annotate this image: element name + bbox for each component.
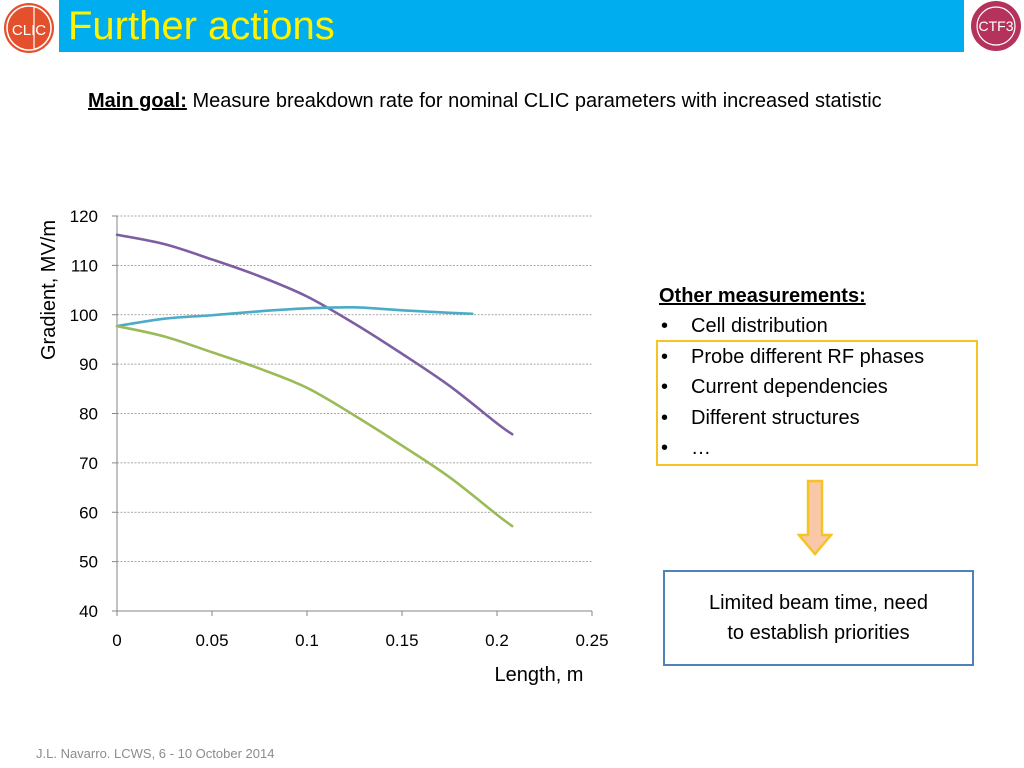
y-tick-label: 80 [79,405,98,424]
x-tick-label: 0.2 [485,631,509,650]
y-tick-label: 70 [79,454,98,473]
list-item: • Cell distribution [659,311,989,342]
y-tick-label: 50 [79,553,98,572]
chart-ticks: 40 50 60 70 80 90 100 110 120 0 0.05 0.1 0.15 0.2 0.25 [70,207,609,650]
other-measurements-heading: Other measurements: [659,285,866,307]
title-bar: Further actions [59,0,964,52]
y-tick-label: 60 [79,503,98,522]
main-goal-label: Main goal: [88,90,187,112]
other-measurements-list: • Cell distribution • Probe different RF p… [659,311,989,464]
y-tick-label: 40 [79,602,98,621]
clic-logo-text: CLIC [12,22,46,39]
bullet: • [661,345,669,368]
chart-grid [117,215,592,563]
y-tick-label: 110 [71,256,98,275]
down-arrow-icon [797,479,833,556]
list-item: •… [659,433,989,464]
list-item: • Probe different RF phases [659,342,989,373]
y-tick-label: 90 [79,355,98,374]
list-item: • Different structures [659,403,989,434]
main-goal-text: Measure breakdown rate for nominal CLIC … [192,90,882,112]
limited-beam-time-box: Limited beam time, need to establish pri… [663,570,974,666]
ctf3-logo: CTF3 [971,1,1021,51]
footer-citation: J.L. Navarro. LCWS, 6 - 10 October 2014 [36,746,275,761]
x-tick-label: 0.1 [295,631,319,650]
series-line-2 [115,305,474,328]
other-measurements-box [656,340,978,466]
x-tick-label: 0.25 [575,631,608,650]
x-axis-label: Length, m [495,664,584,686]
x-tick-label: 0.15 [385,631,418,650]
x-tick-label: 0 [112,631,121,650]
bullet: • [661,315,669,337]
main-goal: Main goal: Measure breakdown rate for no… [88,86,948,116]
series-line-3 [115,324,514,528]
y-tick-label: 100 [70,306,98,325]
ctf3-logo-text: CTF3 [979,18,1014,34]
bullet: • [661,437,669,460]
bullet: • [661,406,669,429]
list-item: • Current dependencies [659,372,989,403]
bullet: • [661,376,669,399]
series-line-1 [115,233,514,436]
limited-line-1: Limited beam time, need [708,592,928,614]
y-axis-label: Gradient, MV/m [38,220,60,360]
chart-series [115,233,514,528]
clic-logo: CLIC [4,3,54,53]
page-title: Further actions [68,4,335,48]
y-tick-label: 120 [70,207,98,226]
other-measurements: Other measurements: • Cell distribution •… [659,281,989,464]
limited-line-2: to establish priorities [727,622,910,644]
x-tick-label: 0.05 [195,631,228,650]
